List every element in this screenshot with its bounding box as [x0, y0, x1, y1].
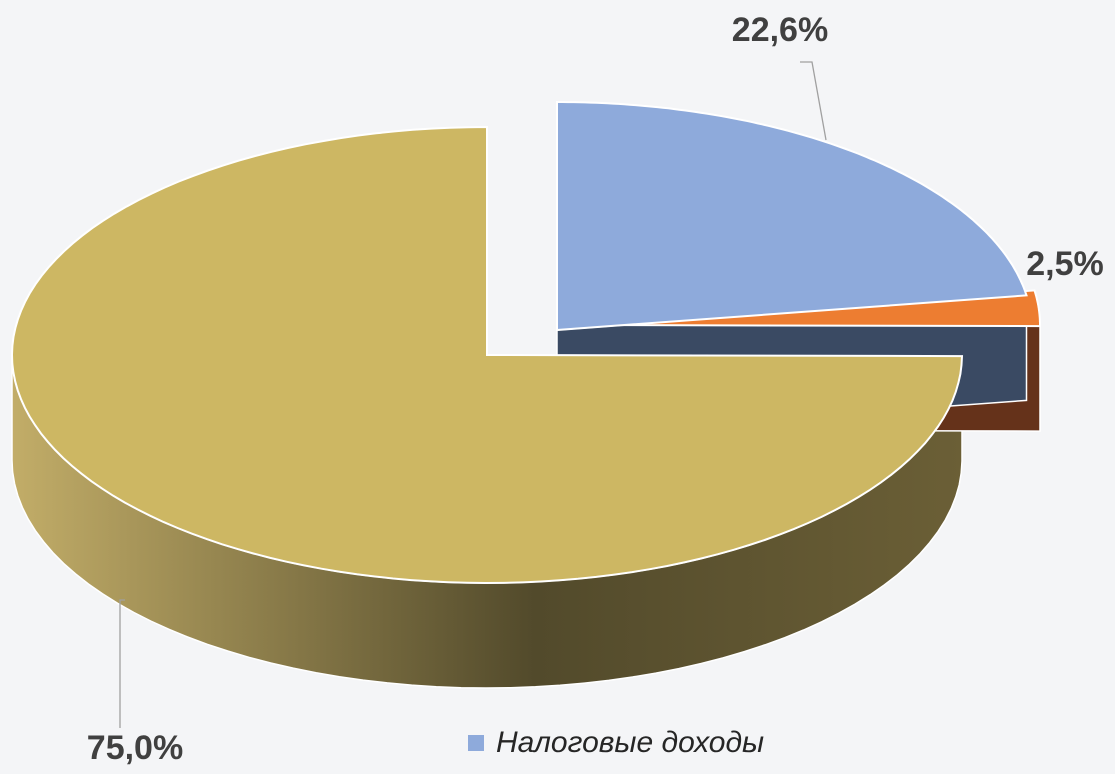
pie-slice — [10, 125, 964, 585]
legend-label: Налоговые доходы — [496, 726, 764, 759]
leader-line — [800, 61, 827, 141]
data-label: 2,5% — [1026, 245, 1104, 283]
data-label: 22,6% — [732, 11, 828, 49]
pie-slice — [556, 101, 1028, 332]
legend-swatch — [468, 735, 484, 751]
data-label: 75,0% — [87, 729, 183, 767]
leader-line — [119, 599, 125, 728]
